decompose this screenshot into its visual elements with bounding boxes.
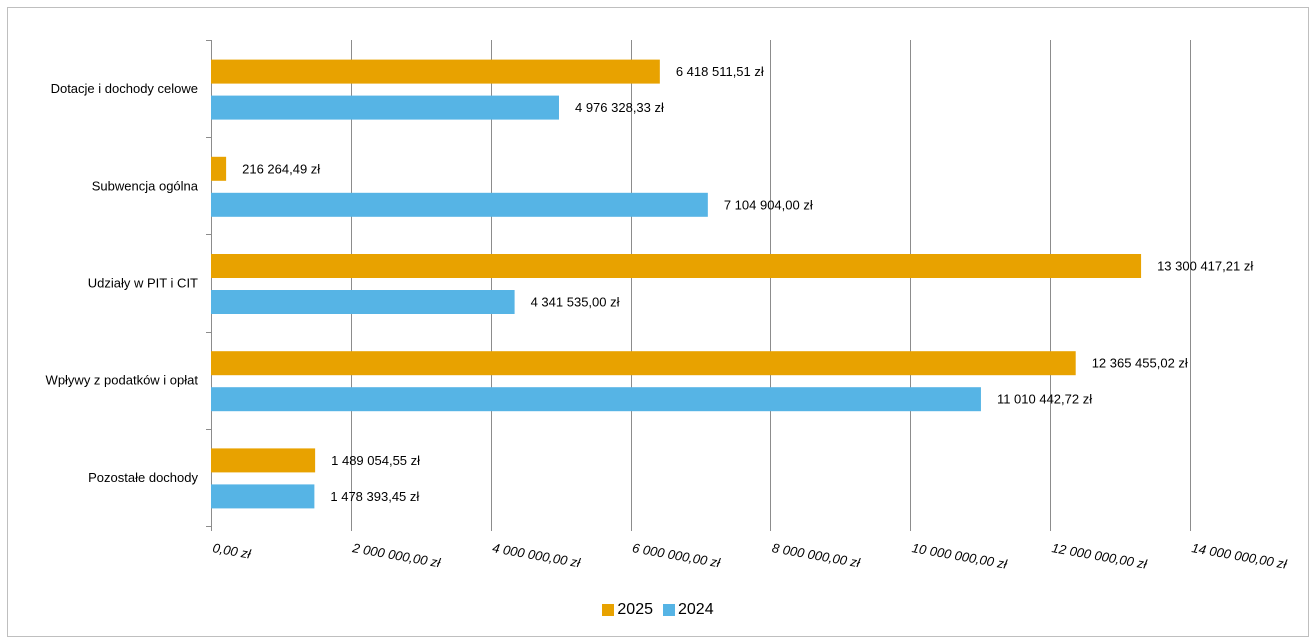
data-label: 12 365 455,02 zł — [1092, 356, 1188, 371]
category-label: Pozostałe dochody — [88, 470, 198, 485]
legend-label: 2025 — [617, 601, 653, 618]
data-label: 6 418 511,51 zł — [676, 64, 764, 79]
data-label: 4 976 328,33 zł — [575, 100, 664, 115]
x-tick-label: 0,00 zł — [211, 540, 252, 562]
category-label: Dotacje i dochody celowe — [51, 81, 198, 96]
data-label: 11 010 442,72 zł — [997, 392, 1092, 407]
bar-2024-3 — [211, 387, 981, 412]
bar-2024-0 — [211, 95, 559, 120]
legend-swatch — [602, 604, 615, 616]
legend-swatch — [663, 604, 675, 616]
legend-item-2025: 2025 — [602, 601, 653, 619]
bar-2024-1 — [211, 192, 708, 217]
bar-2024-4 — [211, 484, 315, 509]
bar-2025-1 — [211, 156, 227, 181]
data-label: 1 478 393,45 zł — [330, 489, 419, 504]
chart-legend: 2025 2024 — [0, 601, 1316, 619]
x-tick-label: 8 000 000,00 zł — [771, 540, 862, 570]
bar-2024-2 — [211, 290, 515, 314]
x-tick-label: 6 000 000,00 zł — [631, 540, 722, 570]
x-tick-label: 10 000 000,00 zł — [911, 540, 1009, 572]
x-tick-label: 12 000 000,00 zł — [1051, 540, 1149, 572]
bar-2025-2 — [211, 254, 1142, 278]
category-label: Subwencja ogólna — [92, 178, 199, 193]
x-tick-label: 4 000 000,00 zł — [491, 540, 582, 570]
data-label: 7 104 904,00 zł — [724, 197, 813, 212]
x-tick-label: 14 000 000,00 zł — [1190, 540, 1288, 572]
data-label: 1 489 054,55 zł — [331, 453, 420, 468]
bar-2025-3 — [211, 351, 1076, 376]
bar-2025-0 — [211, 59, 660, 84]
data-label: 216 264,49 zł — [242, 161, 320, 176]
data-label: 4 341 535,00 zł — [531, 295, 620, 310]
bar-2025-4 — [211, 448, 316, 473]
x-tick-label: 2 000 000,00 zł — [350, 540, 442, 571]
legend-label: 2024 — [678, 601, 714, 618]
category-label: Wpływy z podatków i opłat — [46, 373, 199, 388]
legend-item-2024: 2024 — [663, 601, 714, 619]
category-label: Udziały w PIT i CIT — [88, 276, 198, 291]
data-label: 13 300 417,21 zł — [1157, 259, 1253, 274]
